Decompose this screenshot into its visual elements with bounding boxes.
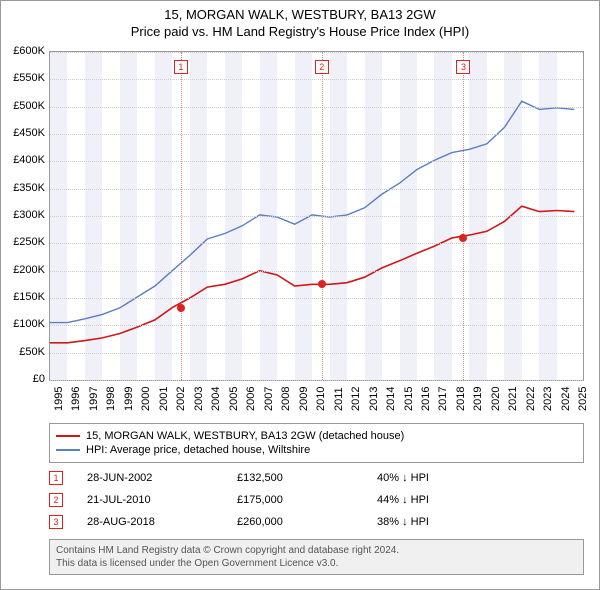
series-property	[50, 206, 574, 343]
x-tick-label: 2004	[210, 387, 222, 411]
marker-number: 3	[456, 60, 470, 74]
gridline	[50, 216, 583, 217]
marker-number: 2	[315, 60, 329, 74]
x-tick-label: 2009	[298, 387, 310, 411]
marker-dot	[177, 304, 185, 312]
gridline	[50, 271, 583, 272]
y-tick-label: £250K	[5, 236, 45, 248]
x-tick-label: 2021	[507, 387, 519, 411]
x-tick-label: 2002	[175, 387, 187, 411]
gridline	[50, 189, 583, 190]
x-tick-label: 2024	[560, 387, 572, 411]
x-tick-label: 2025	[577, 387, 589, 411]
x-tick-label: 2005	[228, 387, 240, 411]
marker-dot	[318, 280, 326, 288]
sale-pct: 44% ↓ HPI	[377, 494, 497, 506]
x-tick-label: 2012	[350, 387, 362, 411]
x-tick-label: 1998	[105, 387, 117, 411]
x-tick-label: 2016	[420, 387, 432, 411]
sale-pct: 38% ↓ HPI	[377, 516, 497, 528]
x-tick-label: 2017	[437, 387, 449, 411]
y-tick-label: £600K	[5, 45, 45, 57]
gridline	[50, 107, 583, 108]
x-tick-label: 1995	[53, 387, 65, 411]
address-title: 15, MORGAN WALK, WESTBURY, BA13 2GW	[1, 7, 599, 22]
gridline	[50, 243, 583, 244]
sale-row: 2 21-JUL-2010£175,00044% ↓ HPI	[49, 489, 584, 511]
sale-price: £132,500	[237, 472, 377, 484]
gridline	[50, 353, 583, 354]
chart-container: 15, MORGAN WALK, WESTBURY, BA13 2GW Pric…	[0, 0, 600, 590]
footer-line2: This data is licensed under the Open Gov…	[56, 557, 577, 570]
legend-label: 15, MORGAN WALK, WESTBURY, BA13 2GW (det…	[86, 430, 404, 442]
x-tick-label: 2015	[403, 387, 415, 411]
x-tick-label: 2003	[193, 387, 205, 411]
sale-price: £175,000	[237, 494, 377, 506]
gridline	[50, 134, 583, 135]
x-tick-label: 2007	[263, 387, 275, 411]
x-tick-label: 2000	[140, 387, 152, 411]
x-tick-label: 2014	[385, 387, 397, 411]
y-tick-label: £550K	[5, 72, 45, 84]
y-tick-label: £400K	[5, 154, 45, 166]
sale-date: 28-AUG-2018	[87, 516, 237, 528]
chart-area: 1 2 3	[49, 51, 584, 381]
x-tick-label: 1996	[70, 387, 82, 411]
sale-price: £260,000	[237, 516, 377, 528]
y-tick-label: £150K	[5, 291, 45, 303]
subtitle: Price paid vs. HM Land Registry's House …	[1, 24, 599, 39]
gridline	[50, 380, 583, 381]
footer-line1: Contains HM Land Registry data © Crown c…	[56, 544, 577, 557]
x-tick-label: 2020	[490, 387, 502, 411]
x-tick-label: 2013	[368, 387, 380, 411]
marker-number: 1	[174, 60, 188, 74]
marker-line	[463, 52, 464, 380]
y-tick-label: £500K	[5, 100, 45, 112]
legend-item: HPI: Average price, detached house, Wilt…	[56, 444, 577, 456]
legend: 15, MORGAN WALK, WESTBURY, BA13 2GW (det…	[49, 423, 584, 463]
gridline	[50, 52, 583, 53]
x-tick-label: 1999	[123, 387, 135, 411]
x-tick-label: 2019	[472, 387, 484, 411]
sale-marker: 2	[49, 493, 63, 507]
y-tick-label: £450K	[5, 127, 45, 139]
footer-attribution: Contains HM Land Registry data © Crown c…	[49, 539, 584, 575]
x-tick-label: 2008	[280, 387, 292, 411]
x-tick-label: 2011	[333, 387, 345, 411]
x-tick-label: 2022	[525, 387, 537, 411]
marker-line	[322, 52, 323, 380]
x-tick-label: 2006	[245, 387, 257, 411]
marker-dot	[459, 234, 467, 242]
gridline	[50, 325, 583, 326]
y-tick-label: £300K	[5, 209, 45, 221]
sale-date: 28-JUN-2002	[87, 472, 237, 484]
y-tick-label: £50K	[5, 346, 45, 358]
sales-table: 1 28-JUN-2002£132,50040% ↓ HPI 2 21-JUL-201…	[49, 467, 584, 533]
sale-row: 3 28-AUG-2018£260,00038% ↓ HPI	[49, 511, 584, 533]
legend-item: 15, MORGAN WALK, WESTBURY, BA13 2GW (det…	[56, 430, 577, 442]
gridline	[50, 79, 583, 80]
sale-pct: 40% ↓ HPI	[377, 472, 497, 484]
y-tick-label: £350K	[5, 182, 45, 194]
x-tick-label: 2010	[315, 387, 327, 411]
x-tick-label: 2018	[455, 387, 467, 411]
legend-label: HPI: Average price, detached house, Wilt…	[86, 444, 310, 456]
y-tick-label: £100K	[5, 318, 45, 330]
gridline	[50, 298, 583, 299]
x-tick-label: 2001	[158, 387, 170, 411]
title-block: 15, MORGAN WALK, WESTBURY, BA13 2GW Pric…	[1, 1, 599, 39]
gridline	[50, 161, 583, 162]
legend-swatch	[56, 449, 80, 451]
x-tick-label: 2023	[542, 387, 554, 411]
marker-line	[181, 52, 182, 380]
y-tick-label: £200K	[5, 264, 45, 276]
sale-marker: 3	[49, 515, 63, 529]
sale-date: 21-JUL-2010	[87, 494, 237, 506]
x-tick-label: 1997	[88, 387, 100, 411]
y-tick-label: £0	[5, 373, 45, 385]
sale-marker: 1	[49, 471, 63, 485]
sale-row: 1 28-JUN-2002£132,50040% ↓ HPI	[49, 467, 584, 489]
legend-swatch	[56, 435, 80, 437]
